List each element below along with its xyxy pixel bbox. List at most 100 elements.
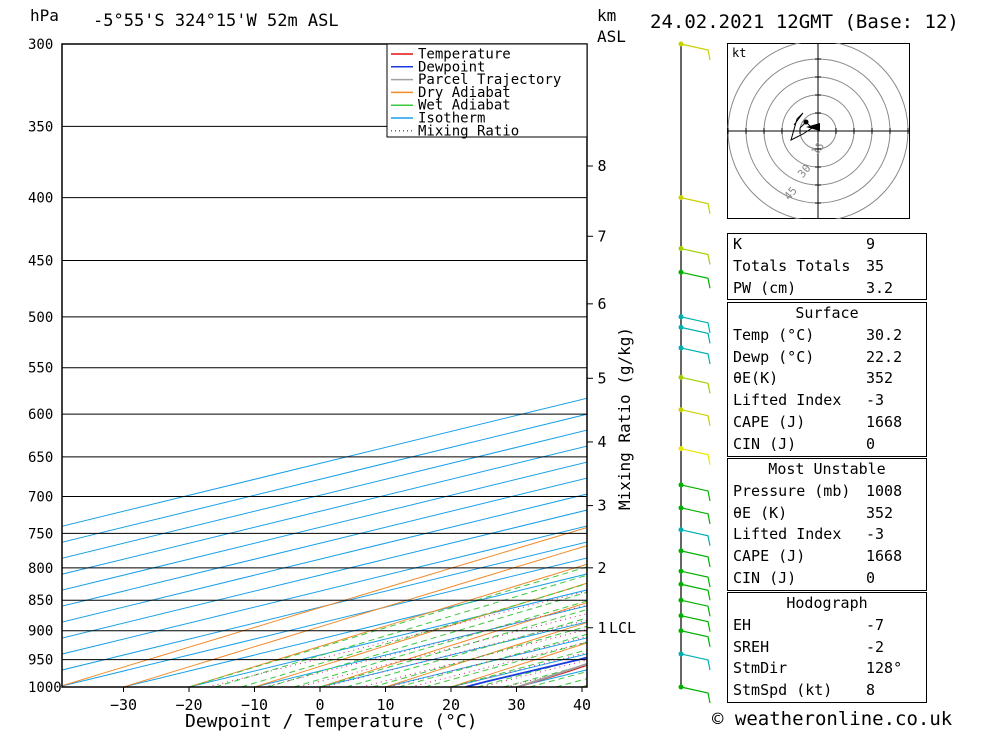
wind-barb bbox=[678, 651, 711, 671]
wind-barb bbox=[678, 407, 711, 426]
wind-barb bbox=[678, 269, 711, 289]
km-tick-label: 3 bbox=[597, 497, 606, 515]
asl-unit-label: ASL bbox=[597, 27, 626, 46]
pressure-tick-label: 850 bbox=[28, 593, 53, 609]
sreh-label: SREH bbox=[733, 637, 770, 656]
pressure-tick-label: 300 bbox=[28, 37, 53, 53]
wet-adiabat-line bbox=[267, 591, 587, 687]
x-tick-label: 40 bbox=[573, 696, 591, 714]
sreh-value: -2 bbox=[866, 637, 885, 656]
pressure-tick-label: 350 bbox=[28, 119, 53, 135]
hodograph-point bbox=[803, 119, 809, 125]
legend-entry: Wet Adiabat bbox=[418, 98, 511, 114]
wind-barb bbox=[678, 345, 711, 365]
mu-theta-label: θE (K) bbox=[733, 503, 788, 522]
isotherm-line bbox=[450, 653, 587, 687]
wet-adiabat-line bbox=[215, 574, 587, 687]
surface-li-value: -3 bbox=[866, 391, 885, 410]
pressure-tick-label: 500 bbox=[28, 310, 53, 326]
eh-value: -7 bbox=[866, 615, 885, 634]
km-tick-label: 5 bbox=[597, 369, 606, 387]
wind-barb bbox=[678, 597, 711, 617]
mu-cin-value: 0 bbox=[866, 568, 876, 587]
km-tick-label: 4 bbox=[597, 433, 606, 451]
isotherm-line bbox=[62, 557, 587, 687]
location-title: -5°55'S 324°15'W 52m ASL bbox=[93, 11, 339, 31]
surface-cape-value: 1668 bbox=[866, 412, 903, 431]
pressure-tick-label: 900 bbox=[28, 624, 53, 640]
km-tick-label: 6 bbox=[597, 295, 606, 313]
pressure-tick-label: 650 bbox=[28, 450, 53, 466]
surface-theta-label: θE(K) bbox=[733, 369, 779, 388]
dry-adiabat-line bbox=[188, 563, 587, 687]
k-index-value: 9 bbox=[866, 235, 876, 253]
totals-totals-value: 35 bbox=[866, 256, 885, 275]
surface-cin-value: 0 bbox=[866, 434, 876, 453]
wind-barb bbox=[678, 482, 711, 502]
wind-barb bbox=[678, 246, 711, 265]
x-axis-label: Dewpoint / Temperature (°C) bbox=[185, 711, 478, 732]
pressure-tick-label: 550 bbox=[28, 361, 53, 377]
isotherm-line bbox=[62, 461, 587, 591]
mixing-ratio-line bbox=[361, 628, 587, 687]
mixing-ratio-axis-label: Mixing Ratio (g/kg) bbox=[615, 327, 634, 510]
surface-li-label: Lifted Index bbox=[733, 391, 842, 410]
isotherm-line bbox=[62, 541, 587, 671]
km-tick-label: 7 bbox=[597, 227, 606, 245]
isotherm-line bbox=[62, 493, 587, 623]
surface-cin-label: CIN (J) bbox=[733, 434, 797, 453]
pressure-tick-label: 700 bbox=[28, 490, 53, 506]
mu-theta-value: 352 bbox=[866, 503, 894, 522]
isotherm-line bbox=[62, 509, 587, 639]
wet-adiabat-line bbox=[450, 649, 587, 687]
surface-dewp-label: Dewp (°C) bbox=[733, 347, 815, 366]
footer-credit: © weatheronline.co.uk bbox=[712, 708, 953, 730]
wind-barb bbox=[678, 374, 711, 394]
wind-barb bbox=[678, 324, 711, 344]
isotherm-line bbox=[62, 413, 587, 543]
surface-cape-label: CAPE (J) bbox=[733, 412, 806, 431]
x-tick-label: 30 bbox=[507, 696, 525, 714]
mu-cape-label: CAPE (J) bbox=[733, 547, 806, 566]
wet-adiabat-line bbox=[346, 617, 587, 687]
x-tick-label: 10 bbox=[376, 696, 394, 714]
x-tick-label: 20 bbox=[442, 696, 460, 714]
k-index-label: K bbox=[733, 235, 743, 253]
isotherm-line bbox=[254, 605, 587, 687]
wind-barb bbox=[678, 548, 711, 567]
legend-entry: Dewpoint bbox=[418, 59, 485, 75]
wind-barb bbox=[678, 568, 711, 588]
x-tick-label: −20 bbox=[175, 696, 202, 714]
legend-entry: Isotherm bbox=[418, 111, 485, 127]
isotherm-line bbox=[385, 637, 587, 687]
lcl-label: LCL bbox=[609, 619, 636, 637]
hodograph-unit: kt bbox=[732, 46, 746, 60]
mixing-ratio-line bbox=[207, 590, 587, 687]
x-tick-label: −10 bbox=[241, 696, 268, 714]
hodograph-table-title: Hodograph bbox=[786, 594, 868, 612]
mu-cape-value: 1668 bbox=[866, 547, 903, 566]
eh-label: EH bbox=[733, 615, 752, 634]
x-tick-label: −30 bbox=[110, 696, 137, 714]
pressure-tick-label: 750 bbox=[28, 526, 53, 542]
pressure-tick-label: 400 bbox=[28, 191, 53, 207]
dewpoint-line bbox=[465, 656, 587, 687]
mixing-ratio-line bbox=[298, 613, 587, 687]
skew-t-diagram: 1234681015202530035040045050055060065070… bbox=[28, 37, 636, 732]
pressure-tick-label: 1000 bbox=[28, 680, 62, 696]
mu-cin-label: CIN (J) bbox=[733, 568, 797, 587]
wind-barb bbox=[678, 581, 711, 601]
isotherm-line bbox=[62, 477, 587, 607]
wind-barb bbox=[678, 527, 711, 546]
mu-pressure-value: 1008 bbox=[866, 481, 903, 500]
isotherm-line bbox=[123, 573, 587, 687]
wet-adiabat-line bbox=[372, 625, 587, 687]
wind-barb bbox=[678, 505, 711, 524]
isotherm-line bbox=[319, 621, 587, 687]
mu-li-label: Lifted Index bbox=[733, 525, 842, 544]
pressure-tick-label: 450 bbox=[28, 254, 53, 270]
wind-barbs-column bbox=[678, 41, 711, 704]
surface-dewp-value: 22.2 bbox=[866, 347, 903, 366]
